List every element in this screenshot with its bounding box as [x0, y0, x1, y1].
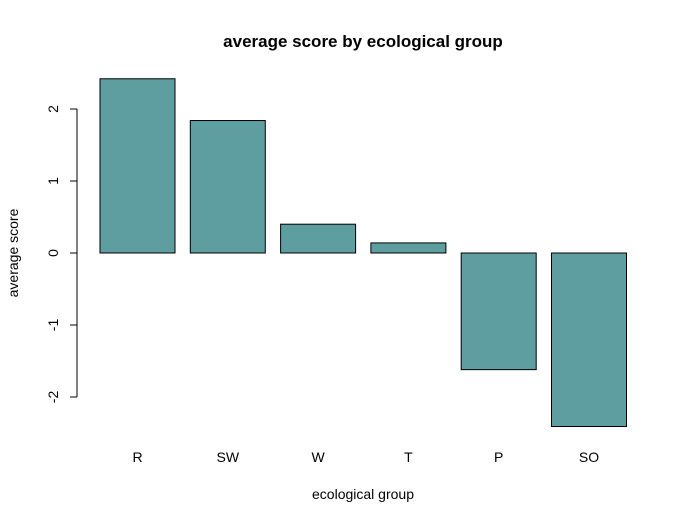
y-tick-label: 1	[45, 177, 61, 185]
bar-w	[280, 223, 357, 254]
x-tick-label-so: SO	[579, 449, 599, 465]
chart-title: average score by ecological group	[223, 32, 503, 51]
x-tick-labels: R SW W T P SO	[132, 449, 599, 465]
y-axis: -2 -1 0 1 2	[45, 105, 78, 404]
y-tick-label: 0	[45, 249, 61, 257]
bar-r	[99, 78, 176, 254]
bar-p	[460, 252, 537, 371]
x-tick-label-r: R	[132, 449, 142, 465]
bar-t	[370, 242, 447, 254]
bars	[99, 78, 627, 428]
bar-so	[551, 252, 627, 428]
x-axis-label: ecological group	[312, 486, 414, 502]
x-tick-label-sw: SW	[217, 449, 240, 465]
y-axis-label: average score	[5, 208, 21, 297]
y-tick-label: 2	[45, 105, 61, 113]
x-tick-label-p: P	[494, 449, 503, 465]
x-tick-label-t: T	[404, 449, 413, 465]
y-tick-label: -2	[45, 391, 61, 404]
x-tick-label-w: W	[311, 449, 325, 465]
y-tick-label: -1	[45, 319, 61, 332]
bar-sw	[189, 120, 266, 254]
